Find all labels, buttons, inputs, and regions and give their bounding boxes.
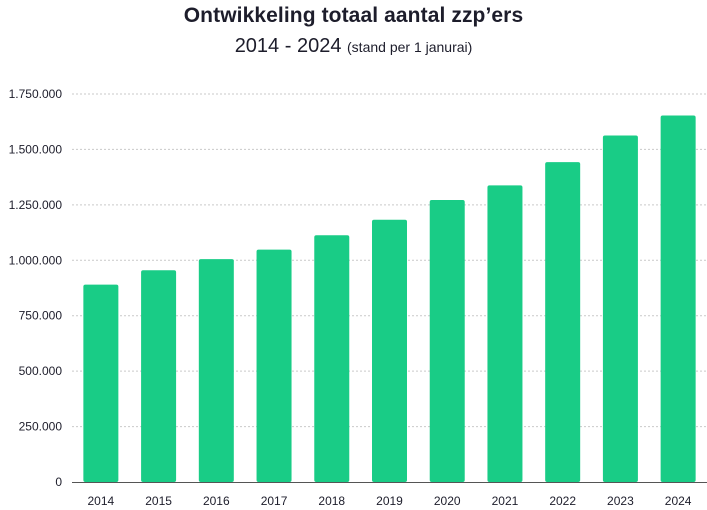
y-tick-label: 1.750.000: [9, 87, 63, 101]
y-tick-label: 250.000: [19, 420, 63, 434]
x-tick-label: 2014: [88, 494, 115, 508]
chart-title: Ontwikkeling totaal aantal zzp’ers: [183, 4, 524, 27]
x-axis-ticks: 2014 2015 2016 2017 2018 2019 2020 2021 2022 2023…: [88, 494, 692, 508]
y-axis-ticks: 0 250.000 500.000 750.000 1.000.000 1.250.000…: [9, 87, 63, 489]
bar-2014: [83, 284, 119, 482]
chart-subtitle-note: (stand per 1 janurai): [347, 39, 473, 55]
bar-2019: [372, 219, 407, 482]
x-tick-label: 2017: [261, 494, 288, 508]
bar-2022: [545, 162, 581, 482]
bar-2016: [198, 259, 234, 482]
x-tick-label: 2024: [665, 494, 692, 508]
x-tick-label: 2023: [607, 494, 634, 508]
y-tick-label: 1.000.000: [9, 253, 63, 267]
x-tick-label: 2019: [376, 494, 403, 508]
y-tick-label: 500.000: [19, 364, 63, 378]
x-tick-label: 2021: [492, 494, 519, 508]
chart-subtitle-years: 2014 - 2024: [234, 35, 342, 57]
y-tick-label: 1.500.000: [9, 142, 63, 156]
bar-2024: [660, 115, 696, 482]
bar-2020: [429, 199, 465, 482]
bar-2021: [487, 185, 523, 482]
bar-2023: [602, 135, 638, 482]
bars: [83, 115, 696, 482]
x-tick-label: 2016: [203, 494, 230, 508]
y-tick-label: 750.000: [19, 309, 63, 323]
bar-2015: [141, 270, 177, 482]
x-tick-label: 2018: [318, 494, 345, 508]
x-tick-label: 2015: [145, 494, 172, 508]
y-tick-label: 1.250.000: [9, 198, 63, 212]
chart-subtitle: 2014 - 2024 (stand per 1 janurai): [0, 35, 707, 58]
y-tick-label: 0: [55, 475, 62, 489]
bar-2017: [256, 249, 292, 482]
bar-2018: [314, 235, 350, 482]
x-tick-label: 2020: [434, 494, 461, 508]
x-tick-label: 2022: [549, 494, 576, 508]
